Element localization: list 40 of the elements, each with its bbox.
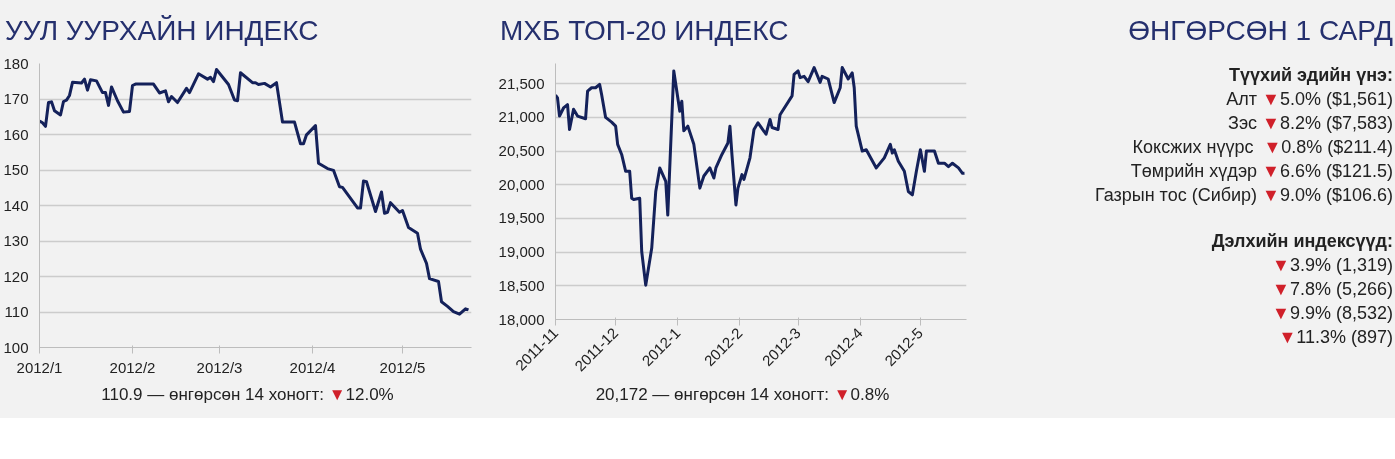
y-tick-label: 140 <box>3 196 29 214</box>
text: Коксжих нүүрс ▼0.8% ($211.4) <box>1131 136 1393 159</box>
y-tick-label: 120 <box>3 267 29 285</box>
text: ӨНГӨРСӨН 1 САРД <box>1128 14 1393 48</box>
text: Зэс ▼8.2% ($7,583) <box>1227 112 1393 135</box>
x-tick-label: 2012/3 <box>196 358 243 376</box>
y-tick-label: 19,500 <box>498 209 545 227</box>
text: ▼9.9% (8,532) <box>1271 302 1393 325</box>
y-tick-label: 130 <box>3 232 29 249</box>
y-tick-label: 170 <box>3 90 29 107</box>
y-tick-label: 19,000 <box>498 243 545 261</box>
y-tick-label: 21,000 <box>498 108 545 126</box>
line-series <box>555 66 966 287</box>
text: Төмрийн хүдэр ▼6.6% ($121.5) <box>1129 160 1393 183</box>
y-tick-label: 180 <box>3 54 29 72</box>
y-tick-label: 20,500 <box>498 142 545 160</box>
text: ▼3.9% (1,319) <box>1271 254 1393 277</box>
y-tick-label: 18,000 <box>498 310 545 328</box>
x-tick-label: 2012/4 <box>289 358 336 376</box>
y-tick-label: 100 <box>3 338 29 356</box>
y-tick-label: 110 <box>4 303 29 320</box>
chart-title: МХБ ТОП-20 ИНДЕКС <box>500 14 789 48</box>
y-tick-label: 18,500 <box>498 276 545 294</box>
text: Газрын тос (Сибир) ▼9.0% ($106.6) <box>1094 184 1393 207</box>
chart-title: УУЛ УУРХАЙН ИНДЕКС <box>5 14 319 48</box>
x-tick-label: 2012/5 <box>379 358 426 376</box>
y-tick-label: 20,000 <box>498 175 545 193</box>
y-tick-label: 160 <box>3 125 29 143</box>
text: 20,172 — өнгөрсөн 14 хоногт: ▼0.8% <box>595 384 890 406</box>
text: ▼7.8% (5,266) <box>1271 278 1393 301</box>
text: ▼11.3% (897) <box>1277 326 1393 349</box>
line-series <box>39 68 470 316</box>
text: 110.9 — өнгөрсөн 14 хоногт: ▼12.0% <box>101 384 394 406</box>
y-tick-label: 150 <box>3 161 29 178</box>
x-tick-label: 2012/1 <box>16 358 63 376</box>
text: Алт ▼5.0% ($1,561) <box>1225 88 1393 111</box>
y-tick-label: 21,500 <box>498 74 545 92</box>
x-tick-label: 2012/2 <box>109 358 156 376</box>
text: Дэлхийн индексүүд: <box>1210 230 1393 253</box>
text: Түүхий эдийн үнэ: <box>1227 64 1393 87</box>
